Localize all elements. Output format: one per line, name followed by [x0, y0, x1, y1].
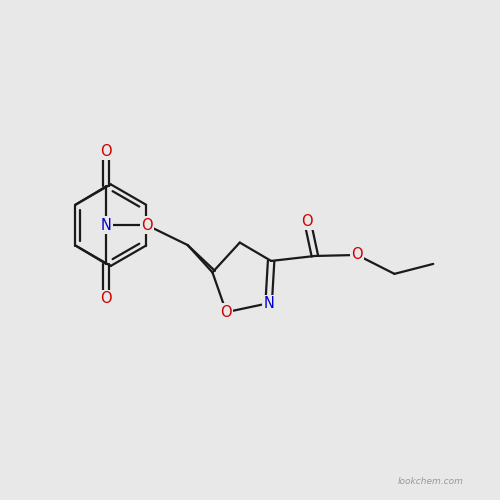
Text: O: O — [302, 214, 313, 228]
Text: N: N — [100, 218, 112, 232]
Text: N: N — [263, 296, 274, 310]
Text: O: O — [100, 144, 112, 159]
Text: O: O — [352, 248, 363, 262]
Text: lookchem.com: lookchem.com — [398, 477, 464, 486]
Text: O: O — [141, 218, 152, 232]
Text: O: O — [100, 291, 112, 306]
Text: O: O — [220, 304, 232, 320]
